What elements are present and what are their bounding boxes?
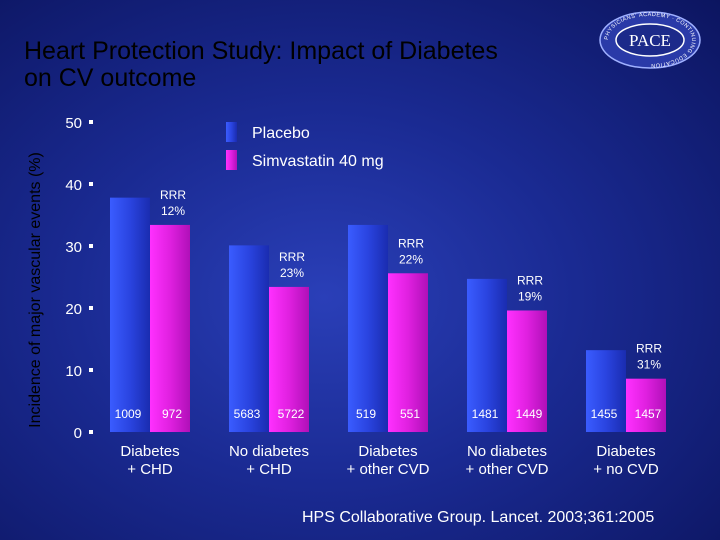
- bar-n-label: 519: [356, 407, 376, 421]
- bar: [269, 286, 309, 432]
- page-title: Heart Protection Study: Impact of Diabet…: [24, 37, 498, 92]
- y-tick-mark: [89, 306, 93, 310]
- bar-n-label: 972: [162, 407, 182, 421]
- bars: [110, 197, 666, 432]
- rrr-annotation: RRR 31%: [636, 342, 662, 372]
- bar-n-label: 5722: [278, 407, 305, 421]
- citation: HPS Collaborative Group. Lancet. 2003;36…: [302, 509, 655, 526]
- y-tick-mark: [89, 368, 93, 372]
- pace-logo: PHYSICIANS' ACADEMY · CONTINUING EDUCATI…: [599, 11, 701, 69]
- y-tick-mark: [89, 244, 93, 248]
- bar-n-label: 1009: [115, 407, 142, 421]
- y-axis: 0 10 20 30 40 50: [65, 115, 93, 442]
- bar-n-label: 1455: [591, 407, 618, 421]
- legend: Placebo Simvastatin 40 mg: [226, 122, 384, 170]
- y-tick-mark: [89, 430, 93, 434]
- bar-labels: 1009 972 Diabetes + CHD RRR 12% 5683 5722 No dia…: [115, 188, 663, 478]
- category-label: Diabetes + no CVD: [593, 443, 659, 478]
- category-label: Diabetes + other CVD: [347, 443, 430, 478]
- bar-n-label: 1457: [635, 407, 662, 421]
- bar: [586, 350, 626, 432]
- legend-swatch: [226, 150, 237, 170]
- rrr-annotation: RRR 19%: [517, 273, 543, 303]
- y-tick-label: 0: [74, 425, 82, 442]
- bar: [229, 245, 269, 432]
- legend-label: Placebo: [252, 125, 310, 142]
- bar: [467, 278, 507, 432]
- rrr-annotation: RRR 22%: [398, 236, 424, 266]
- category-label: No diabetes + other CVD: [466, 443, 549, 478]
- bar: [150, 224, 190, 432]
- legend-label: Simvastatin 40 mg: [252, 153, 384, 170]
- y-tick-label: 50: [65, 115, 82, 132]
- bar: [626, 378, 666, 432]
- y-tick-label: 20: [65, 301, 82, 318]
- bar: [348, 224, 388, 432]
- y-tick-mark: [89, 120, 93, 124]
- y-tick-label: 40: [65, 177, 82, 194]
- category-label: Diabetes + CHD: [120, 443, 179, 478]
- legend-swatch: [226, 122, 237, 142]
- y-axis-label: Incidence of major vascular events (%): [27, 152, 44, 428]
- bar-n-label: 5683: [234, 407, 261, 421]
- bar: [388, 273, 428, 432]
- y-tick-label: 10: [65, 363, 82, 380]
- bar: [110, 197, 150, 432]
- y-tick-mark: [89, 182, 93, 186]
- bar-n-label: 1449: [516, 407, 543, 421]
- bar-n-label: 551: [400, 407, 420, 421]
- y-tick-label: 30: [65, 239, 82, 256]
- bar: [507, 310, 547, 432]
- category-label: No diabetes + CHD: [229, 443, 309, 478]
- rrr-annotation: RRR 12%: [160, 188, 186, 218]
- bar-n-label: 1481: [472, 407, 499, 421]
- rrr-annotation: RRR 23%: [279, 250, 305, 280]
- logo-text: PACE: [629, 31, 671, 50]
